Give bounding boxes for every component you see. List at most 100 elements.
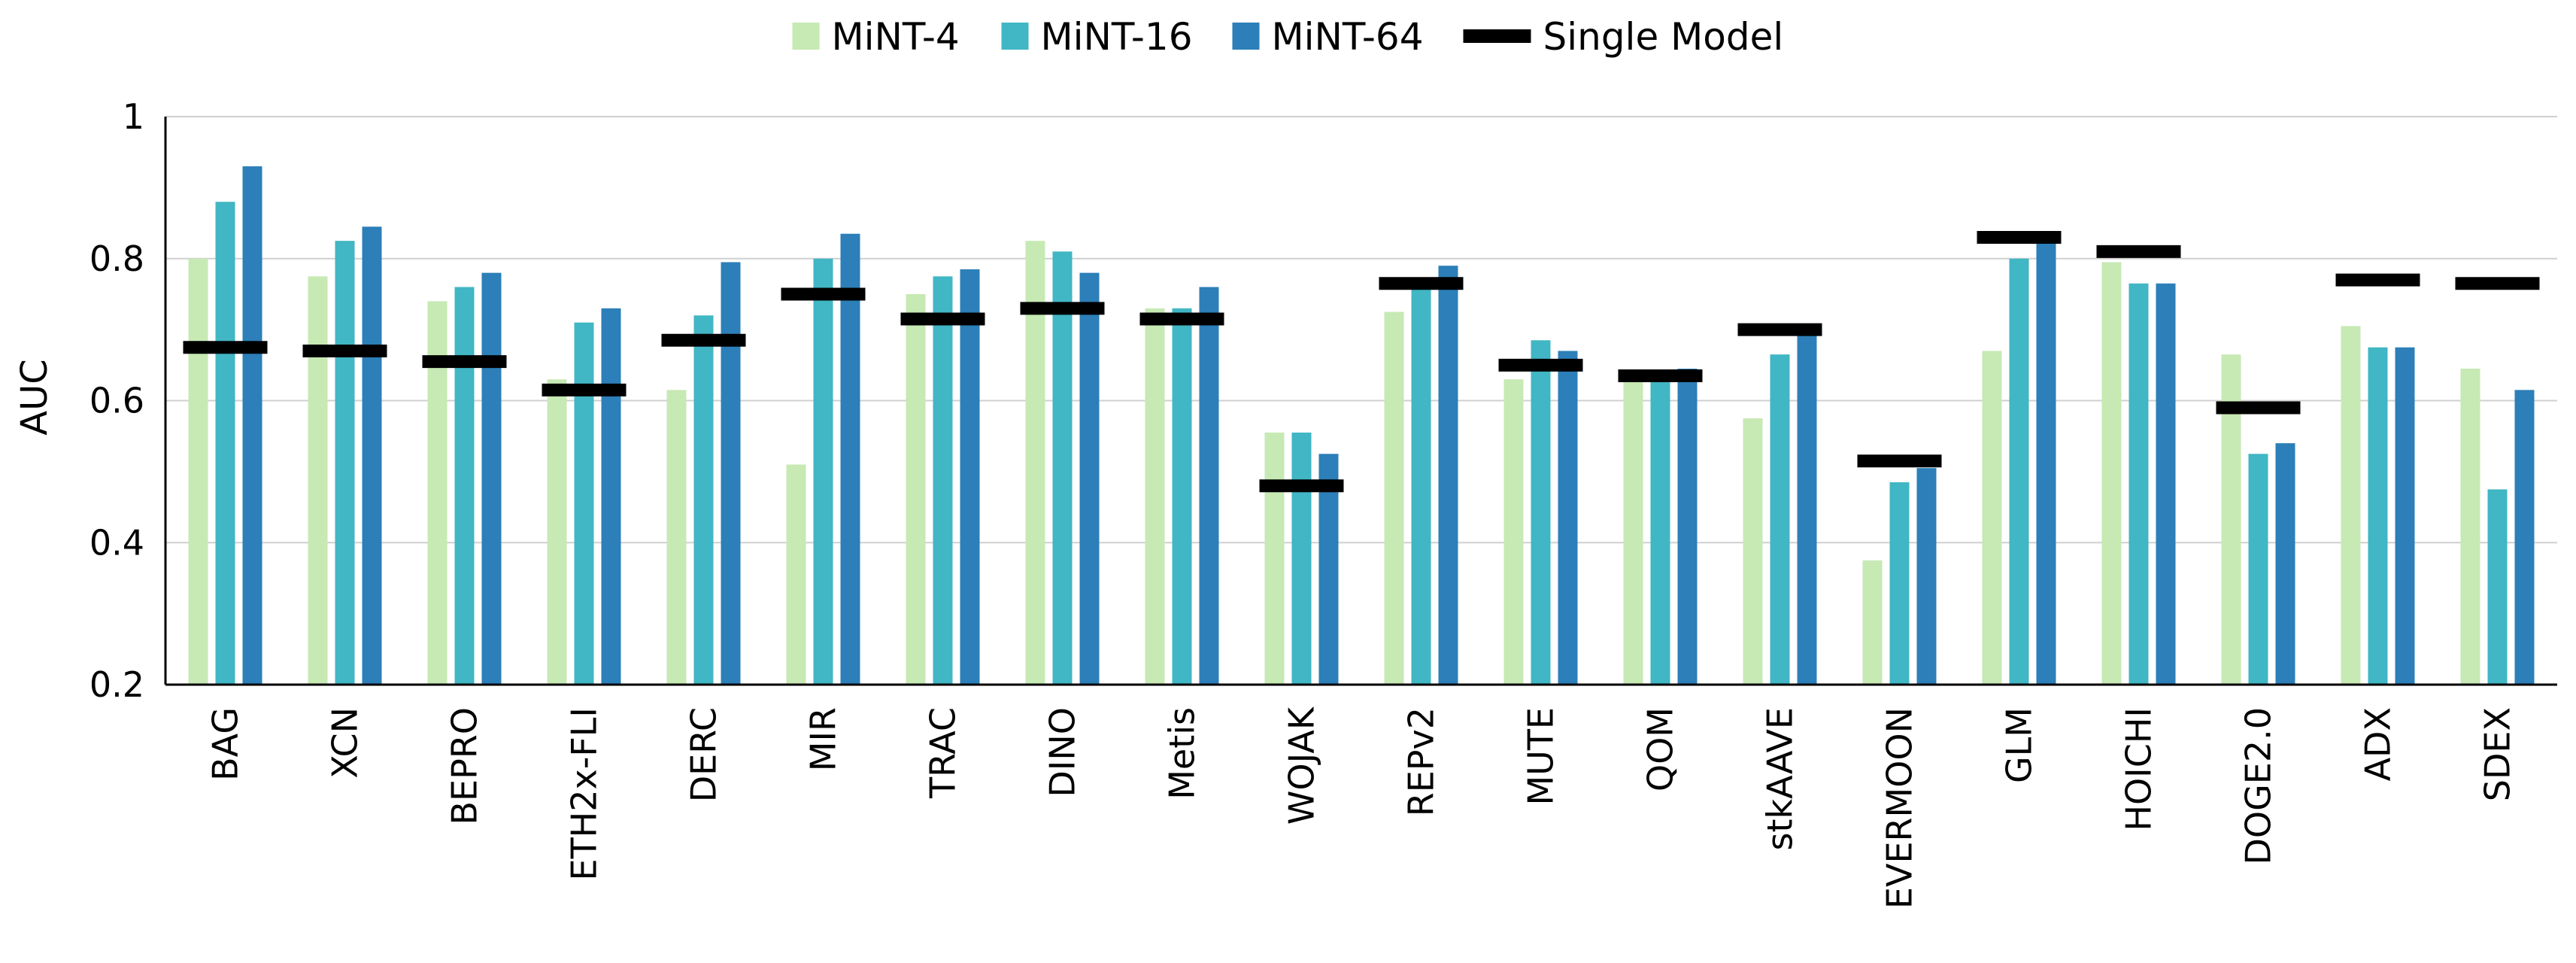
x-label-evermoon: EVERMOON bbox=[1880, 707, 1920, 909]
x-label-dino: DINO bbox=[1042, 707, 1083, 797]
bar-mint-64-stkaave bbox=[1797, 330, 1817, 685]
y-tick-label: 1 bbox=[123, 96, 144, 137]
bar-mint-64-bepro bbox=[481, 272, 502, 685]
bar-mint-4-derc bbox=[666, 390, 687, 685]
bar-mint-64-doge2-0 bbox=[2275, 443, 2295, 685]
bar-mint-64-glm bbox=[2036, 241, 2056, 685]
legend-item-mint-16: MiNT-16 bbox=[1001, 15, 1193, 59]
y-tick-label: 0.4 bbox=[90, 522, 144, 563]
bar-mint-16-adx bbox=[2368, 347, 2388, 685]
y-tick-label: 0.8 bbox=[90, 238, 144, 279]
x-label-bag: BAG bbox=[205, 707, 246, 781]
bar-mint-64-derc bbox=[721, 262, 741, 685]
bar-mint-4-mir bbox=[786, 464, 806, 685]
x-category-labels: BAG XCN BEPRO ETH2x-FLI DERC MIR TRAC DINO Metis… bbox=[205, 706, 2518, 909]
bar-mint-16-qom bbox=[1650, 379, 1670, 685]
bar-mint-64-xcn bbox=[362, 226, 382, 685]
x-label-mir: MIR bbox=[803, 707, 844, 771]
bar-mint-16-wojak bbox=[1291, 432, 1312, 685]
x-label-derc: DERC bbox=[684, 707, 724, 802]
bar-mint-16-glm bbox=[2009, 258, 2029, 685]
bar-mint-64-mir bbox=[840, 233, 860, 685]
y-tick-labels: 0.2 0.4 0.6 0.8 1 bbox=[90, 96, 144, 705]
bar-mint-64-metis bbox=[1199, 287, 1219, 685]
bar-mint-16-bag bbox=[215, 202, 235, 685]
bar-mint-4-sdex bbox=[2460, 369, 2480, 685]
bar-mint-16-xcn bbox=[335, 241, 355, 685]
bar-mint-64-hoichi bbox=[2156, 283, 2176, 685]
x-label-glm: GLM bbox=[1999, 707, 2040, 783]
gridlines bbox=[165, 116, 2557, 544]
x-label-mute: MUTE bbox=[1521, 707, 1561, 806]
bar-mint-4-adx bbox=[2341, 326, 2361, 685]
x-label-wojak: WOJAK bbox=[1282, 706, 1322, 825]
bar-mint-64-bag bbox=[242, 166, 262, 685]
bar-mint-64-trac bbox=[960, 269, 980, 685]
bars bbox=[183, 166, 2540, 685]
bar-mint-4-qom bbox=[1623, 372, 1643, 685]
bar-mint-64-eth2x-fli bbox=[601, 308, 621, 685]
bar-mint-16-doge2-0 bbox=[2248, 454, 2268, 685]
bar-mint-16-hoichi bbox=[2128, 283, 2149, 685]
legend: MiNT-4 MiNT-16 MiNT-64 Single Model bbox=[792, 15, 1784, 59]
legend-label: Single Model bbox=[1543, 15, 1784, 59]
y-axis-title: AUC bbox=[14, 359, 56, 435]
legend-item-mint-4: MiNT-4 bbox=[792, 15, 960, 59]
legend-item-single-model: Single Model bbox=[1463, 15, 1784, 59]
bar-mint-4-stkaave bbox=[1743, 418, 1763, 685]
x-label-doge2-0: DOGE2.0 bbox=[2238, 707, 2279, 865]
x-label-metis: Metis bbox=[1162, 707, 1203, 800]
legend-swatch bbox=[1232, 23, 1260, 50]
x-label-eth2x-fli: ETH2x-FLI bbox=[564, 707, 605, 881]
bar-mint-4-metis bbox=[1145, 308, 1165, 685]
bar-mint-16-derc bbox=[693, 315, 714, 685]
bar-mint-4-hoichi bbox=[2101, 262, 2122, 685]
bar-mint-64-dino bbox=[1079, 272, 1100, 685]
legend-swatch bbox=[1001, 23, 1029, 50]
bar-mint-16-stkaave bbox=[1770, 354, 1790, 685]
x-label-adx: ADX bbox=[2358, 707, 2399, 781]
x-label-bepro: BEPRO bbox=[445, 707, 485, 825]
legend-label: MiNT-4 bbox=[832, 15, 960, 59]
bar-mint-64-qom bbox=[1677, 369, 1698, 685]
x-label-sdex: SDEX bbox=[2477, 707, 2518, 801]
bar-mint-4-evermoon bbox=[1862, 560, 1883, 685]
bar-mint-64-repv2 bbox=[1438, 266, 1458, 685]
bar-mint-64-wojak bbox=[1318, 454, 1339, 685]
legend-label: MiNT-64 bbox=[1272, 15, 1424, 59]
y-tick-label: 0.2 bbox=[90, 664, 144, 705]
x-label-repv2: REPv2 bbox=[1401, 707, 1442, 816]
bar-mint-4-mute bbox=[1503, 379, 1524, 685]
bar-mint-4-glm bbox=[1982, 351, 2002, 685]
bar-mint-4-eth2x-fli bbox=[547, 379, 567, 685]
bar-mint-16-mute bbox=[1531, 340, 1551, 685]
x-label-xcn: XCN bbox=[325, 707, 366, 779]
bar-mint-16-mir bbox=[813, 258, 833, 685]
bar-mint-16-evermoon bbox=[1889, 482, 1910, 685]
bar-mint-16-dino bbox=[1052, 251, 1073, 685]
bar-mint-16-metis bbox=[1172, 308, 1192, 685]
bar-mint-4-trac bbox=[906, 293, 926, 685]
axes bbox=[164, 117, 2557, 686]
bar-mint-4-wojak bbox=[1264, 432, 1285, 685]
bar-mint-64-adx bbox=[2395, 347, 2415, 685]
legend-item-mint-64: MiNT-64 bbox=[1232, 15, 1424, 59]
bar-mint-64-sdex bbox=[2514, 390, 2535, 685]
bar-mint-16-bepro bbox=[454, 287, 475, 685]
bar-mint-16-eth2x-fli bbox=[574, 322, 594, 685]
bar-mint-16-repv2 bbox=[1411, 287, 1431, 685]
x-label-hoichi: HOICHI bbox=[2119, 707, 2159, 831]
bar-mint-64-mute bbox=[1558, 351, 1578, 685]
x-label-trac: TRAC bbox=[923, 707, 963, 799]
bar-mint-64-evermoon bbox=[1916, 468, 1937, 685]
bar-mint-16-sdex bbox=[2487, 489, 2508, 685]
bar-mint-4-repv2 bbox=[1384, 311, 1404, 685]
y-tick-label: 0.6 bbox=[90, 381, 144, 421]
bar-mint-16-trac bbox=[933, 276, 953, 685]
legend-swatch bbox=[792, 23, 820, 50]
bar-mint-4-dino bbox=[1025, 241, 1045, 685]
legend-label: MiNT-16 bbox=[1041, 15, 1193, 59]
bar-mint-4-xcn bbox=[308, 276, 328, 685]
x-label-qom: QOM bbox=[1640, 707, 1681, 791]
